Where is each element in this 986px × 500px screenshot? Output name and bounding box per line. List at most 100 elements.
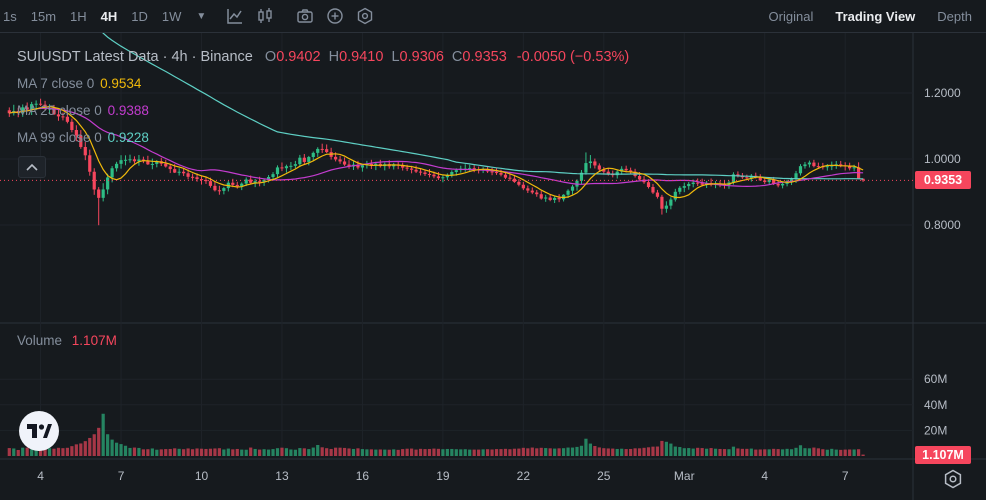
ma99-legend[interactable]: MA 99 close 0 0.9228 [17,130,149,145]
interval-1w[interactable]: 1W [161,8,182,24]
candle-body [776,183,780,186]
candle-body [664,205,668,209]
candle-body [280,167,284,169]
close-key: C [451,49,463,65]
volume-bar [441,449,445,456]
ma25-line [9,107,864,188]
volume-bar [383,449,387,456]
tab-original[interactable]: Original [768,9,814,24]
interval-1d[interactable]: 1D [131,8,148,24]
volume-bar [128,447,132,456]
interval-1s[interactable]: 1s [3,8,17,24]
candle-body [494,172,499,174]
candle-body [356,164,360,168]
volume-bar [347,448,351,456]
volume-bar [637,448,642,456]
candle-body [79,135,83,147]
candle-body [812,162,816,167]
volume-bar [231,449,235,456]
candle-body [445,174,449,178]
volume-bar [544,448,548,456]
candle-body [570,186,575,191]
candle-body [325,149,329,153]
volume-bar [848,449,852,456]
volume-bar [494,449,499,456]
price-tick-label: 0.8000 [924,218,961,232]
ma25-value: 0.9388 [107,103,149,118]
settings-hex-icon[interactable] [350,0,380,33]
candle-body [803,164,807,167]
volume-bar [839,449,843,456]
volume-bar [602,448,606,456]
volume-bar [146,449,150,456]
candle-body [553,197,557,201]
volume-bar [356,448,360,456]
volume-bar [208,448,213,456]
candle-body [186,173,190,177]
ohlc-legend: SUIUSDT Latest Data · 4h · Binance O0.94… [17,49,629,65]
camera-icon[interactable] [290,0,320,33]
volume-bar [812,447,816,456]
candlestick-icon[interactable] [250,0,280,33]
ma25-legend[interactable]: MA 25 close 0 0.9388 [17,103,149,118]
candle-body [244,179,248,184]
volume-bar [705,448,709,456]
volume-bar [25,447,29,456]
tradingview-logo-icon[interactable] [19,411,59,451]
volume-bar [772,448,776,456]
candle-body [307,157,311,162]
candlestick-chart[interactable]: 1.4000 1.2000 1.0000 0.8000 60M 40M 20M 4 7 10 13 1… [0,33,986,500]
candle-body [347,164,351,167]
interval-4h[interactable]: 4H [100,8,118,24]
volume-bar [678,447,682,456]
candle-body [168,166,172,170]
ma7-label: MA 7 close 0 [17,76,95,91]
ma7-legend[interactable]: MA 7 close 0 0.9534 [17,76,141,91]
volume-bar [351,448,356,456]
chart-area[interactable]: 1.4000 1.2000 1.0000 0.8000 60M 40M 20M 4 7 10 13 1… [0,33,986,500]
volume-bar [302,448,306,456]
volume-bar [7,448,11,456]
volume-bar [374,449,378,456]
volume-bar [745,448,749,456]
more-intervals-chevron-icon[interactable]: ▼ [196,10,207,22]
last-volume-tag: 1.107M [915,445,971,464]
candle-body [231,182,235,185]
candle-body [852,167,856,169]
volume-bar [794,447,798,456]
candle-body [615,171,619,176]
candle-body [624,168,628,171]
chart-style-icon[interactable] [220,0,250,33]
volume-bar [834,449,838,456]
time-tick-label: 7 [118,469,125,483]
volume-bar [164,449,168,456]
volume-bar [177,448,181,456]
candle-body [848,165,852,169]
volume-bar [727,449,731,456]
tab-depth[interactable]: Depth [937,9,972,24]
time-tick-label: 7 [842,469,849,483]
candle-body [293,164,297,166]
volume-bar [110,439,114,456]
volume-bar [293,449,297,456]
candle-body [253,181,257,183]
time-tick-label: 10 [195,469,209,483]
tab-trading-view[interactable]: Trading View [835,9,916,24]
volume-bar [222,449,226,456]
volume-tick-label: 40M [924,398,947,412]
candle-body [798,166,803,174]
volume-bar [508,449,512,456]
volume-bar [43,447,47,456]
interval-1h[interactable]: 1H [70,8,87,24]
volume-bar [521,447,525,456]
candle-body [432,174,436,177]
chart-settings-button[interactable] [940,466,966,492]
volume-bar [758,449,762,456]
add-indicator-icon[interactable] [320,0,350,33]
volume-bar [709,448,713,456]
collapse-legend-button[interactable] [18,156,46,178]
volume-bar [459,449,463,456]
candle-body [195,177,199,180]
interval-15m[interactable]: 15m [30,8,57,24]
volume-bar [88,437,92,456]
